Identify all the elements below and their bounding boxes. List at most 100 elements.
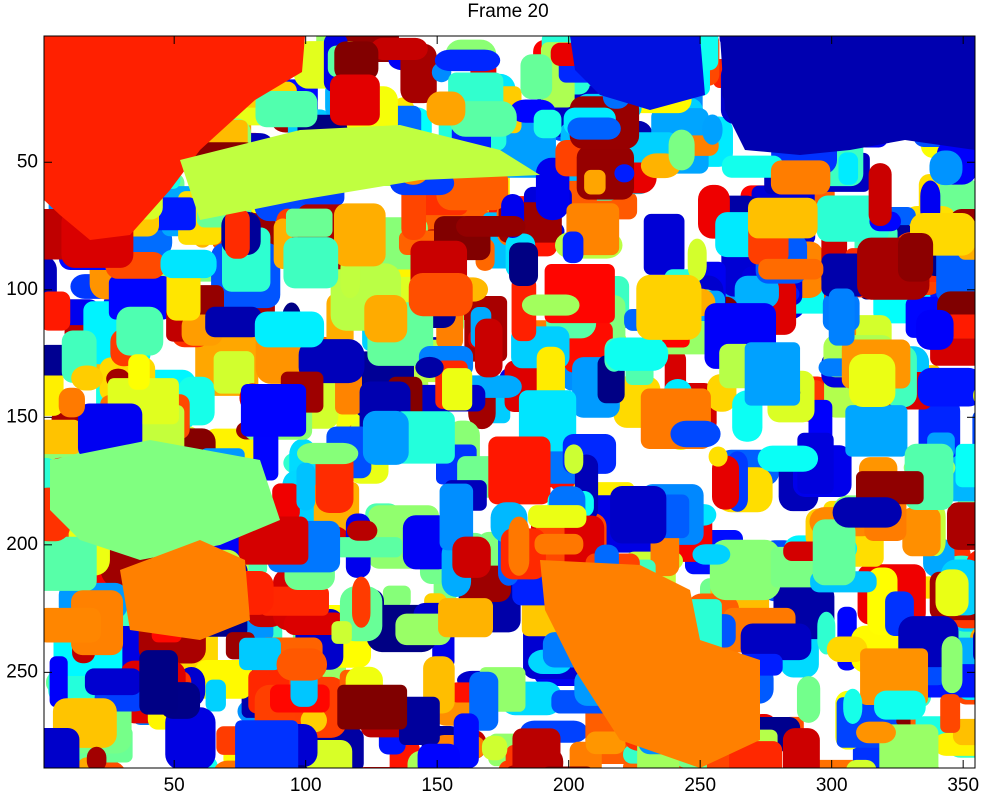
segment [333,203,386,267]
segment [534,533,584,555]
segment [521,294,580,316]
segment [362,410,409,465]
segment [757,445,819,472]
segment [276,648,328,681]
segment [453,713,479,768]
segment [509,242,539,286]
segment [44,607,101,643]
segment [370,37,428,61]
segment [812,519,856,586]
segment [512,728,561,768]
segment [334,41,379,81]
segment [855,471,924,505]
y-tick-label: 200 [6,534,38,555]
segment [442,368,473,411]
region [720,36,975,155]
axes: 50 100 150 200 250 300 350 50 100 150 200 250 [6,36,979,796]
segment [359,766,399,768]
segment [402,515,452,570]
segment [438,598,493,638]
segment [44,291,71,331]
segment [474,318,503,378]
segment [897,232,934,282]
segment [296,462,316,511]
segment [456,216,526,237]
y-tick-label: 250 [6,661,38,682]
segment [828,288,855,346]
segment [452,536,491,578]
segment [643,213,685,275]
segment [239,637,281,671]
segment [439,483,474,551]
y-tick-label: 150 [6,406,38,427]
segment [567,117,621,140]
segment [848,765,868,768]
segment [518,390,577,452]
segment [139,650,178,715]
segment [394,411,455,464]
segment [770,160,831,195]
segment [973,631,975,661]
chart-title: Frame 20 [467,1,548,22]
segment [160,249,217,279]
segment [734,275,779,309]
segment [255,90,318,128]
segment [283,612,347,636]
segment [225,208,250,259]
segment [518,766,541,768]
segment [395,613,452,646]
segment [636,274,702,340]
segment [826,636,868,663]
segment [758,258,824,280]
segment [702,114,723,145]
segment [877,766,924,768]
region [540,560,760,768]
segment [398,696,440,746]
segment [382,585,411,608]
segment [86,746,107,768]
region [44,36,305,240]
segment [747,197,818,239]
segment [516,764,540,768]
segment [821,253,868,297]
segment [604,337,669,371]
segment [843,688,863,724]
x-tick-label: 200 [553,775,585,796]
segment [533,109,562,139]
segment [782,728,820,768]
segment [712,455,740,510]
segment [116,306,164,356]
segment [346,520,378,541]
segment [426,91,466,126]
segment [84,668,142,696]
segment [235,720,299,768]
segment [708,446,728,467]
segment [49,656,68,708]
image-regions [44,36,975,768]
segment [935,569,969,617]
segment [832,497,902,528]
segment [564,444,584,474]
segment [902,507,941,557]
segment [364,294,408,343]
segment [796,676,821,723]
segment [186,764,246,768]
segment [849,354,896,408]
segment [856,721,896,744]
segment [744,342,801,406]
segment [845,405,908,457]
segment [213,351,255,394]
segment [562,231,584,264]
segment [974,140,975,178]
segment [916,309,954,350]
axes-box [43,35,976,769]
segment [449,101,517,137]
segment [408,272,473,317]
segment [846,759,877,768]
segment [469,671,499,731]
region [180,125,540,220]
segment [297,442,359,465]
segment [165,707,216,768]
